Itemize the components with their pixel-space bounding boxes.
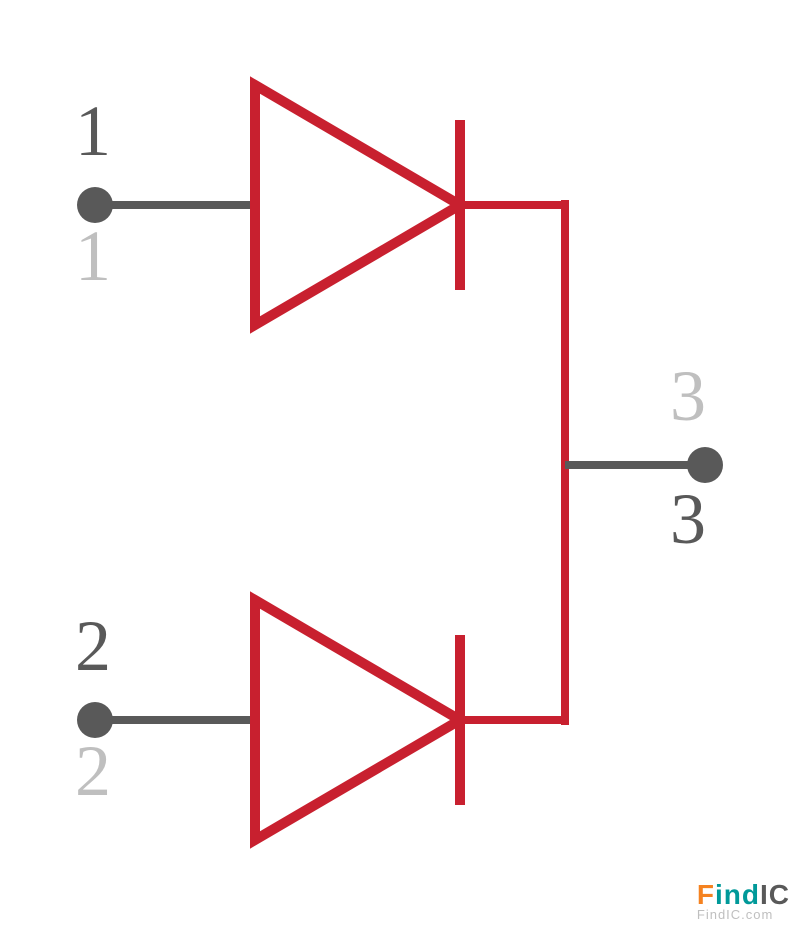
label-2-light: 2 bbox=[75, 730, 111, 813]
watermark-ic: IC bbox=[760, 879, 790, 910]
label-3-light: 3 bbox=[670, 355, 706, 438]
diode-bottom-triangle bbox=[255, 600, 460, 840]
watermark-f: F bbox=[697, 879, 715, 910]
label-1-light: 1 bbox=[75, 215, 111, 298]
watermark-ind: ind bbox=[715, 879, 760, 910]
label-1-dark: 1 bbox=[75, 90, 111, 173]
diode-top-triangle bbox=[255, 85, 460, 325]
watermark: FindIC FindIC.com bbox=[697, 879, 790, 922]
label-2-dark: 2 bbox=[75, 605, 111, 688]
label-3-dark: 3 bbox=[670, 478, 706, 561]
schematic-canvas bbox=[0, 0, 800, 930]
